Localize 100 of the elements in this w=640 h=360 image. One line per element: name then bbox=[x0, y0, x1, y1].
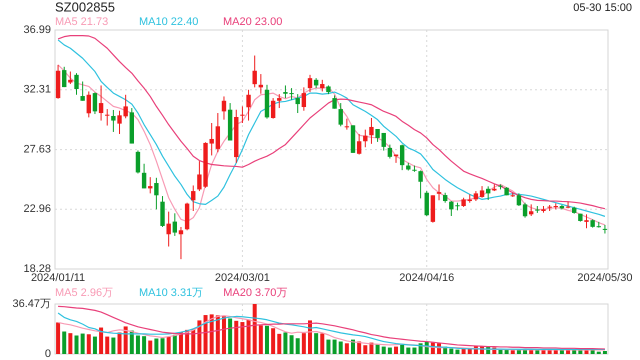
bar bbox=[376, 344, 380, 354]
candlestick bbox=[474, 190, 478, 202]
candlestick bbox=[252, 55, 257, 88]
bar bbox=[535, 350, 540, 354]
bar bbox=[382, 346, 386, 354]
candlestick bbox=[74, 72, 79, 96]
candlestick bbox=[314, 78, 318, 89]
bar bbox=[566, 350, 570, 354]
candlestick bbox=[289, 88, 294, 100]
bar bbox=[412, 348, 416, 354]
bar bbox=[326, 340, 330, 354]
bar bbox=[204, 315, 208, 354]
bar bbox=[510, 350, 515, 354]
candlestick bbox=[486, 186, 490, 201]
bar bbox=[406, 348, 410, 354]
bar bbox=[578, 350, 582, 354]
y-tick-label: 36.99 bbox=[23, 24, 51, 36]
candlestick bbox=[418, 170, 423, 199]
candlestick bbox=[388, 144, 392, 160]
bar bbox=[142, 336, 146, 354]
candlestick bbox=[148, 176, 152, 194]
bar bbox=[338, 342, 343, 354]
x-tick-label: 2024/03/01 bbox=[214, 272, 270, 284]
candlestick bbox=[480, 186, 484, 198]
bar bbox=[92, 336, 97, 354]
y-tick-label: 36.47万 bbox=[12, 298, 51, 310]
candlestick bbox=[363, 129, 368, 148]
bar bbox=[118, 332, 122, 354]
bar bbox=[99, 328, 104, 354]
candlestick bbox=[584, 214, 589, 229]
candlestick bbox=[166, 211, 171, 248]
y-tick-label: 22.96 bbox=[23, 203, 51, 216]
candlestick bbox=[277, 94, 282, 109]
text: MA10 22.40 bbox=[139, 16, 198, 28]
candlestick bbox=[62, 66, 66, 88]
bar bbox=[394, 346, 398, 354]
candlestick bbox=[436, 184, 442, 201]
bar bbox=[216, 315, 220, 354]
bar bbox=[290, 335, 294, 354]
chart-title: SZ002855 bbox=[55, 0, 115, 14]
candlestick bbox=[400, 144, 404, 171]
candlestick bbox=[246, 89, 251, 122]
text: MA20 23.00 bbox=[223, 16, 282, 28]
text: MA5 2.96万 bbox=[55, 286, 114, 299]
bar bbox=[234, 320, 238, 354]
candlestick bbox=[86, 90, 91, 118]
x-tick-label: 2024/04/16 bbox=[399, 272, 454, 284]
candlestick bbox=[283, 84, 288, 99]
candlestick bbox=[332, 94, 337, 110]
candlestick bbox=[98, 84, 104, 122]
candlestick bbox=[308, 74, 312, 93]
candlestick bbox=[369, 118, 374, 144]
bar bbox=[166, 336, 171, 354]
candlestick bbox=[191, 184, 196, 212]
bar bbox=[160, 338, 165, 354]
candlestick bbox=[516, 192, 522, 207]
bar bbox=[320, 334, 324, 354]
bar bbox=[302, 333, 306, 354]
candlestick bbox=[344, 118, 350, 130]
bar bbox=[240, 322, 244, 354]
bar bbox=[222, 316, 226, 354]
bar bbox=[308, 320, 312, 354]
bar bbox=[56, 322, 60, 354]
candlestick bbox=[197, 160, 202, 192]
candlestick bbox=[338, 102, 343, 127]
bar bbox=[258, 325, 263, 354]
candlestick bbox=[442, 192, 448, 204]
bar bbox=[62, 332, 66, 354]
bar bbox=[228, 318, 232, 354]
bar bbox=[400, 344, 404, 354]
bar bbox=[602, 350, 607, 354]
text: MA20 3.70万 bbox=[223, 286, 288, 299]
bar bbox=[351, 340, 356, 354]
bar bbox=[197, 320, 202, 354]
bar bbox=[80, 334, 85, 354]
candlestick bbox=[178, 226, 184, 260]
text: MA10 3.31万 bbox=[139, 286, 204, 299]
text: MA5 21.73 bbox=[55, 16, 108, 28]
bar bbox=[68, 333, 72, 354]
candlestick bbox=[111, 109, 116, 132]
bar bbox=[246, 319, 251, 354]
line-series bbox=[57, 306, 606, 350]
bar bbox=[357, 342, 362, 354]
y-tick-label: 27.63 bbox=[23, 143, 51, 156]
bar bbox=[388, 348, 392, 354]
candlestick bbox=[528, 204, 534, 216]
bar bbox=[105, 336, 110, 354]
bar bbox=[283, 332, 288, 354]
candlestick bbox=[296, 94, 300, 114]
bar bbox=[449, 348, 454, 354]
y-tick-label: 0 bbox=[44, 348, 51, 360]
bar bbox=[314, 333, 318, 354]
bar bbox=[86, 334, 91, 354]
bar bbox=[344, 343, 349, 354]
candlestick bbox=[123, 94, 128, 119]
candlestick bbox=[136, 150, 140, 174]
candlestick bbox=[154, 177, 159, 210]
candlestick bbox=[68, 71, 73, 85]
candlestick bbox=[258, 74, 264, 94]
bar bbox=[172, 334, 177, 354]
